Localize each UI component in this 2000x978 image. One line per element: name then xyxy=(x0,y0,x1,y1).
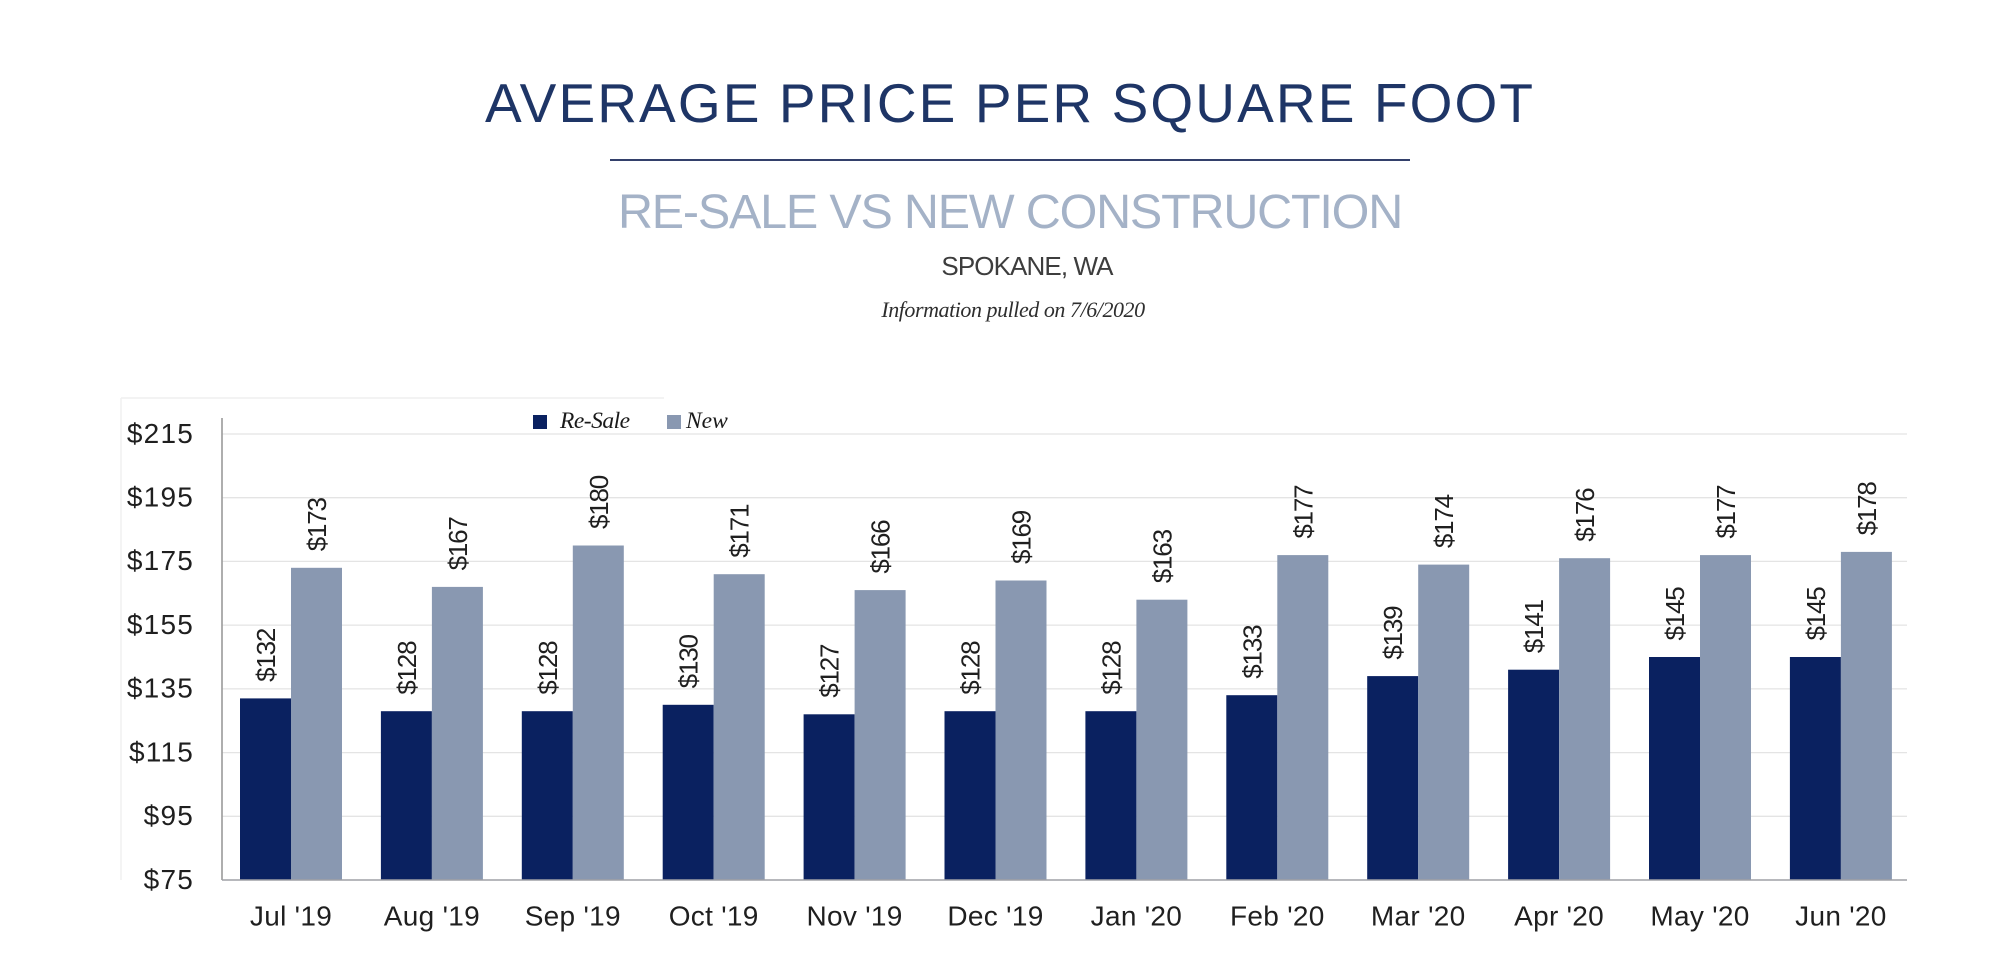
svg-text:New: New xyxy=(685,408,728,434)
svg-text:Feb '20: Feb '20 xyxy=(1230,901,1325,932)
svg-text:$95: $95 xyxy=(144,800,194,831)
svg-text:$128: $128 xyxy=(392,641,422,695)
svg-text:$166: $166 xyxy=(866,520,896,574)
svg-text:Aug '19: Aug '19 xyxy=(384,901,480,932)
svg-text:$176: $176 xyxy=(1570,488,1600,542)
svg-text:$128: $128 xyxy=(956,641,986,695)
svg-text:$128: $128 xyxy=(1096,641,1126,695)
svg-text:$115: $115 xyxy=(129,736,194,767)
svg-text:Mar '20: Mar '20 xyxy=(1371,901,1466,932)
svg-text:May '20: May '20 xyxy=(1650,901,1749,932)
svg-text:Dec '19: Dec '19 xyxy=(947,901,1043,932)
svg-text:$178: $178 xyxy=(1852,482,1882,536)
svg-text:$141: $141 xyxy=(1519,599,1549,653)
svg-text:$133: $133 xyxy=(1237,625,1267,679)
svg-text:Jan '20: Jan '20 xyxy=(1091,901,1183,932)
svg-text:$163: $163 xyxy=(1147,529,1177,583)
svg-text:$127: $127 xyxy=(815,644,845,698)
svg-text:$180: $180 xyxy=(584,475,614,529)
svg-text:$128: $128 xyxy=(533,641,563,695)
svg-text:Apr '20: Apr '20 xyxy=(1514,901,1604,932)
svg-text:$167: $167 xyxy=(443,517,473,571)
svg-text:$155: $155 xyxy=(127,609,194,640)
svg-text:$132: $132 xyxy=(251,628,281,682)
svg-text:$171: $171 xyxy=(725,504,755,558)
svg-text:$130: $130 xyxy=(674,635,704,689)
svg-text:$145: $145 xyxy=(1801,587,1831,641)
svg-text:$177: $177 xyxy=(1288,485,1318,539)
svg-text:$174: $174 xyxy=(1429,494,1459,548)
svg-text:$169: $169 xyxy=(1007,510,1037,564)
svg-text:Nov '19: Nov '19 xyxy=(807,901,903,932)
svg-text:Jun '20: Jun '20 xyxy=(1795,901,1887,932)
svg-text:Sep '19: Sep '19 xyxy=(525,901,621,932)
svg-text:$177: $177 xyxy=(1711,485,1741,539)
svg-text:$75: $75 xyxy=(144,864,194,895)
svg-text:$145: $145 xyxy=(1660,587,1690,641)
svg-text:$173: $173 xyxy=(302,498,332,552)
svg-text:$135: $135 xyxy=(127,673,194,704)
svg-text:$139: $139 xyxy=(1378,606,1408,660)
svg-text:$215: $215 xyxy=(127,418,194,449)
svg-text:Oct '19: Oct '19 xyxy=(669,901,759,932)
svg-text:$195: $195 xyxy=(127,482,194,513)
svg-text:Jul '19: Jul '19 xyxy=(250,901,332,932)
svg-text:$175: $175 xyxy=(127,545,194,576)
svg-text:Re-Sale: Re-Sale xyxy=(559,408,630,434)
